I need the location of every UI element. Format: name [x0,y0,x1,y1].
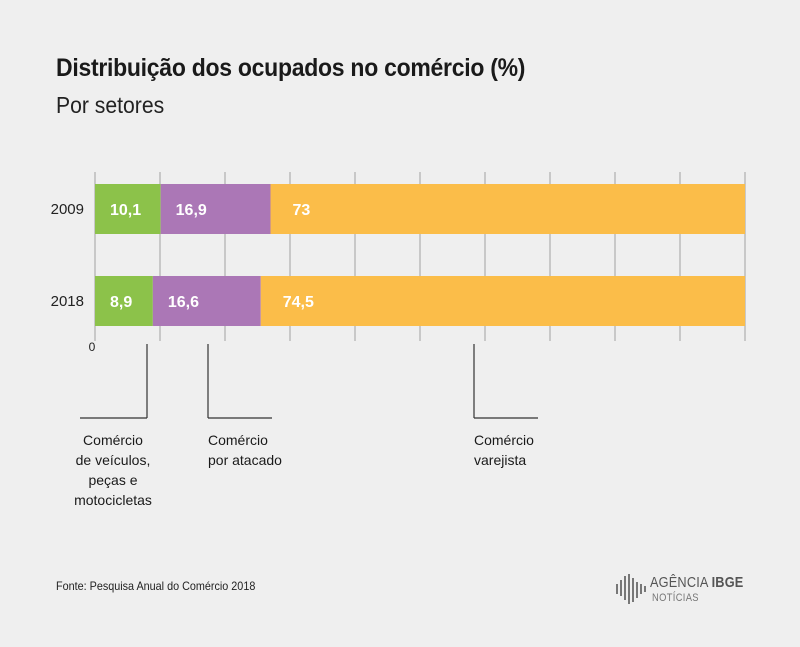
stacked-bar-chart: 0 10,1 8,9 16,9 16,6 73 74,5 2009 2018 Comércio de… [51,172,746,508]
category-label: 2018 [51,293,84,310]
x-tick-label: 0 [89,340,96,354]
chart-subtitle: Por setores [56,92,165,118]
legend-label: peças e [88,472,137,488]
bar-value-label: 74,5 [283,294,314,311]
bar-value-label: 16,9 [176,202,207,219]
logo-brand-text: AGÊNCIA IBGE [650,574,743,591]
bar-segment [95,184,161,234]
chart-title: Distribuição dos ocupados no comércio (%… [56,54,526,82]
ibge-mark-icon [616,574,646,604]
bar-value-label: 16,6 [168,294,199,311]
logo-sub-text: NOTÍCIAS [652,592,699,604]
legend-label: Comércio [83,432,143,448]
bar-value-label: 8,9 [110,294,132,311]
logo-brand-part1: AGÊNCIA [650,574,708,591]
category-label: 2009 [51,201,84,218]
bar-value-label: 73 [293,202,311,219]
bar-segment [95,276,153,326]
legend-label: motocicletas [74,492,152,508]
logo-brand-part2: IBGE [711,574,744,591]
bar-segment [160,184,271,234]
bar-segment [260,276,745,326]
bar-segment [270,184,745,234]
bar-segment [152,276,261,326]
legend-label: varejista [474,452,526,468]
bar-value-label: 10,1 [110,202,141,219]
legend-label: por atacado [208,452,282,468]
legend-label: Comércio [474,432,534,448]
legend-label: Comércio [208,432,268,448]
legend-label: de veículos, [76,452,151,468]
agencia-ibge-logo: AGÊNCIA IBGE NOTÍCIAS [616,572,756,608]
source-note: Fonte: Pesquisa Anual do Comércio 2018 [56,579,256,593]
